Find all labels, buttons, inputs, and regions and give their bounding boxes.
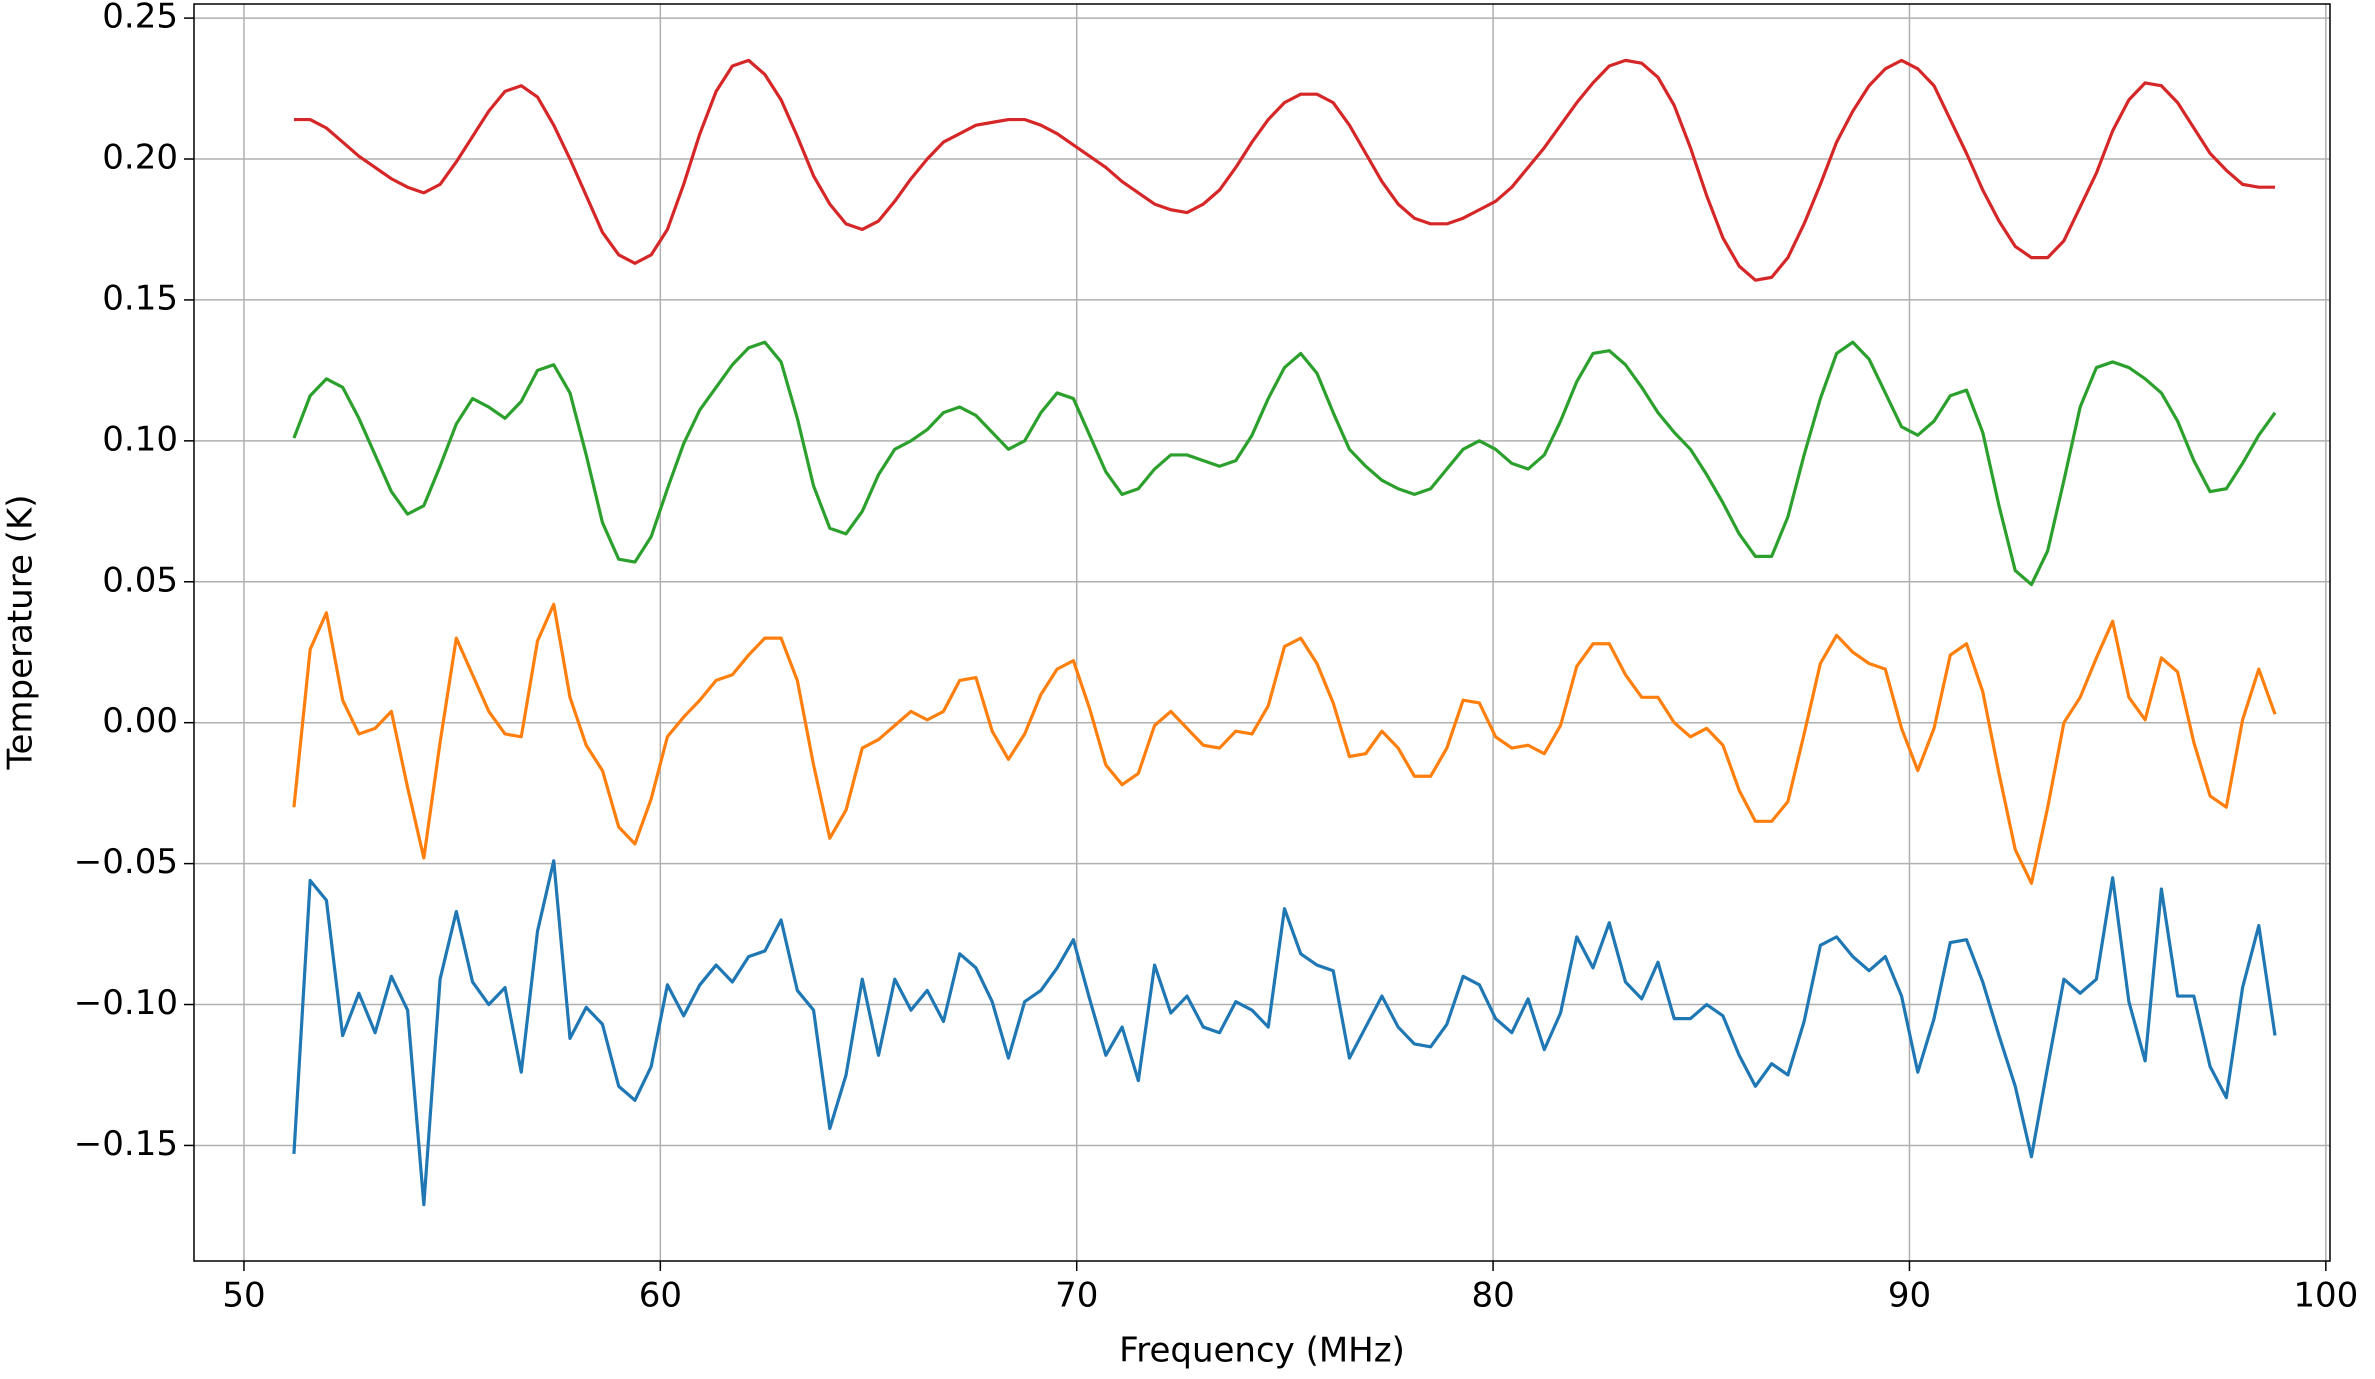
y-tick-label: 0.05 [102, 560, 178, 600]
y-tick-label: 0.10 [102, 419, 178, 459]
series-line [292, 859, 2277, 1207]
series-line [293, 58, 2276, 282]
y-tick-label: 0.20 [102, 138, 178, 178]
x-tick-label: 70 [1055, 1276, 1098, 1316]
x-tick-label: 100 [2293, 1276, 2358, 1316]
series-line [292, 340, 2277, 587]
x-tick-label: 80 [1471, 1276, 1514, 1316]
y-tick-label: 0.00 [102, 701, 178, 741]
y-tick-label: −0.15 [74, 1124, 178, 1164]
x-tick-label: 50 [222, 1276, 265, 1316]
x-tick-label: 60 [639, 1276, 682, 1316]
y-axis-label: Temperature (K) [1, 494, 41, 770]
x-axis-label: Frequency (MHz) [1119, 1331, 1405, 1371]
y-tick-label: 0.15 [102, 278, 178, 318]
series-line [292, 602, 2277, 885]
plot-frame [193, 3, 2331, 1262]
x-tick-label: 90 [1888, 1276, 1931, 1316]
y-tick-label: 0.25 [102, 0, 178, 37]
y-tick-label: −0.10 [74, 983, 178, 1023]
y-tick-label: −0.05 [74, 842, 178, 882]
